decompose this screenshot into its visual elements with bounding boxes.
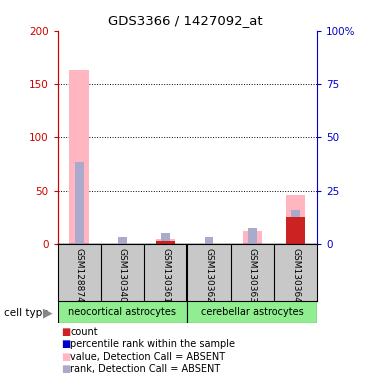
Text: value, Detection Call = ABSENT: value, Detection Call = ABSENT — [70, 352, 226, 362]
Text: cerebellar astrocytes: cerebellar astrocytes — [201, 307, 303, 317]
Text: GSM130364: GSM130364 — [291, 248, 300, 303]
Text: GSM128874: GSM128874 — [75, 248, 83, 303]
Bar — [58, 301, 187, 323]
Bar — [286, 217, 305, 244]
Bar — [156, 238, 175, 244]
Text: GSM130362: GSM130362 — [204, 248, 213, 303]
Text: cell type: cell type — [4, 308, 48, 318]
Bar — [291, 210, 300, 244]
Bar — [161, 233, 170, 244]
Bar — [187, 301, 317, 323]
Bar — [118, 237, 127, 244]
Text: ■: ■ — [61, 352, 70, 362]
Text: ▶: ▶ — [43, 306, 53, 319]
Text: GDS3366 / 1427092_at: GDS3366 / 1427092_at — [108, 14, 263, 27]
Text: GSM130340: GSM130340 — [118, 248, 127, 303]
Text: neocortical astrocytes: neocortical astrocytes — [68, 307, 177, 317]
Bar — [243, 231, 262, 244]
Bar — [205, 237, 213, 244]
Text: ■: ■ — [61, 327, 70, 337]
Bar — [156, 241, 175, 244]
Text: GSM130363: GSM130363 — [248, 248, 257, 303]
Bar — [248, 228, 257, 244]
Bar — [286, 195, 305, 244]
Text: ■: ■ — [61, 339, 70, 349]
Text: count: count — [70, 327, 98, 337]
Bar — [75, 162, 83, 244]
Bar — [69, 70, 89, 244]
Text: percentile rank within the sample: percentile rank within the sample — [70, 339, 236, 349]
Text: GSM130361: GSM130361 — [161, 248, 170, 303]
Text: rank, Detection Call = ABSENT: rank, Detection Call = ABSENT — [70, 364, 221, 374]
Text: ■: ■ — [61, 364, 70, 374]
